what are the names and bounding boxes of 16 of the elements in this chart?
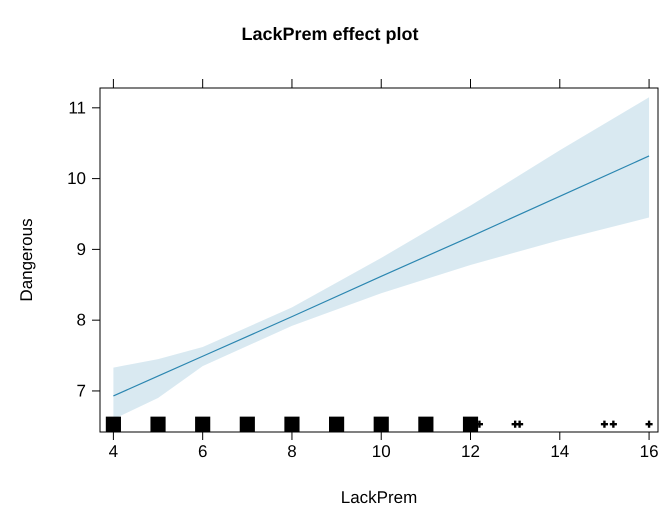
y-axis-title: Dangerous	[17, 218, 36, 302]
x-tick-label: 4	[108, 442, 118, 462]
x-tick-label: 16	[640, 442, 659, 462]
x-tick-label: 6	[198, 442, 208, 462]
x-tick-label: 14	[550, 442, 570, 462]
chart-title: LackPrem effect plot	[241, 24, 419, 44]
x-tick-label: 8	[287, 442, 297, 462]
line-series	[112, 155, 650, 396]
y-tick-label: 8	[76, 310, 86, 330]
y-tick-label: 7	[76, 381, 86, 400]
x-axis-title: LackPrem	[340, 488, 418, 507]
y-tick-label: 9	[76, 240, 86, 259]
x-tick-label: 12	[461, 442, 480, 462]
y-tick-label: 10	[67, 169, 86, 188]
x-tick-label: 10	[372, 442, 391, 462]
y-tick-label: 11	[68, 98, 86, 118]
